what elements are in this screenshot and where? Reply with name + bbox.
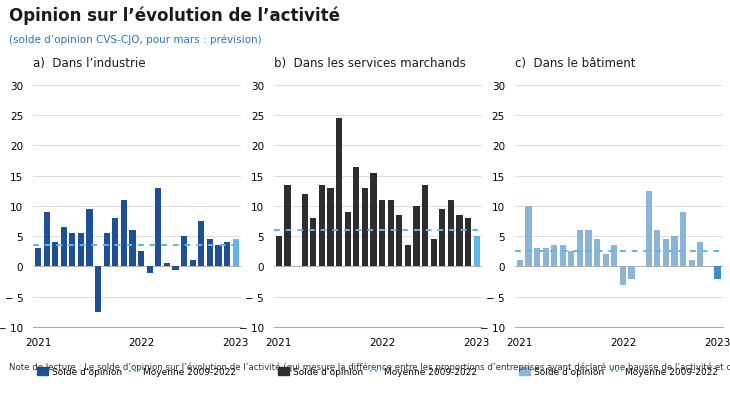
Bar (404, 246, 411, 267)
Bar (611, 246, 618, 267)
Bar (181, 237, 188, 267)
Bar (276, 237, 282, 267)
Bar (327, 188, 334, 267)
Bar (379, 200, 385, 267)
Bar (526, 207, 531, 267)
Text: c)  Dans le bâtiment: c) Dans le bâtiment (515, 57, 635, 70)
Bar (431, 240, 437, 267)
Bar (69, 234, 75, 267)
Bar (172, 267, 179, 270)
Bar (35, 249, 41, 267)
Bar (680, 213, 686, 267)
Bar (285, 185, 291, 267)
Bar (603, 255, 609, 267)
Bar (629, 267, 634, 279)
Bar (697, 243, 704, 267)
Bar (138, 252, 145, 267)
Bar (44, 213, 50, 267)
Bar (370, 173, 377, 267)
Bar (353, 167, 359, 267)
Bar (534, 249, 540, 267)
Bar (52, 243, 58, 267)
Bar (215, 246, 222, 267)
Bar (164, 264, 170, 267)
Bar (301, 194, 308, 267)
Bar (207, 240, 213, 267)
Bar (199, 222, 204, 267)
Bar (568, 252, 575, 267)
Bar (78, 234, 84, 267)
Bar (310, 218, 316, 267)
Bar (413, 207, 420, 267)
Bar (620, 267, 626, 285)
Bar (645, 191, 652, 267)
Bar (112, 218, 118, 267)
Bar (224, 243, 230, 267)
Bar (577, 231, 583, 267)
Bar (456, 216, 463, 267)
Bar (542, 249, 549, 267)
Bar (585, 231, 592, 267)
Bar (233, 240, 239, 267)
Bar (672, 237, 677, 267)
Bar (95, 267, 101, 312)
Bar (362, 188, 368, 267)
Bar (663, 240, 669, 267)
Bar (121, 200, 127, 267)
Bar (594, 240, 600, 267)
Bar (439, 209, 445, 267)
Bar (396, 216, 402, 267)
Bar (129, 231, 136, 267)
Legend: Solde d’opinion, Moyenne 2009-2022: Solde d’opinion, Moyenne 2009-2022 (519, 367, 718, 376)
Bar (345, 213, 351, 267)
Bar (551, 246, 557, 267)
Text: a)  Dans l’industrie: a) Dans l’industrie (33, 57, 145, 70)
Text: b)  Dans les services marchands: b) Dans les services marchands (274, 57, 466, 70)
Text: Note de lecture : Le solde d’opinion sur l’évolution de l’activité (qui mesure l: Note de lecture : Le solde d’opinion sur… (9, 362, 730, 371)
Bar (86, 209, 93, 267)
Bar (190, 261, 196, 267)
Bar (61, 227, 67, 267)
Bar (447, 200, 454, 267)
Bar (422, 185, 429, 267)
Bar (388, 200, 393, 267)
Bar (560, 246, 566, 267)
Text: (solde d’opinion CVS-CJO, pour mars : prévision): (solde d’opinion CVS-CJO, pour mars : pr… (9, 35, 262, 45)
Bar (147, 267, 153, 273)
Legend: Solde d’opinion, Moyenne 2009-2022: Solde d’opinion, Moyenne 2009-2022 (37, 367, 237, 376)
Legend: Solde d’opinion, Moyenne 2009-2022: Solde d’opinion, Moyenne 2009-2022 (278, 367, 477, 376)
Bar (155, 188, 161, 267)
Bar (715, 267, 721, 279)
Bar (474, 237, 480, 267)
Bar (654, 231, 661, 267)
Bar (336, 119, 342, 267)
Bar (319, 185, 325, 267)
Bar (688, 261, 695, 267)
Bar (465, 218, 471, 267)
Bar (517, 261, 523, 267)
Bar (104, 234, 110, 267)
Text: Opinion sur l’évolution de l’activité: Opinion sur l’évolution de l’activité (9, 6, 340, 25)
